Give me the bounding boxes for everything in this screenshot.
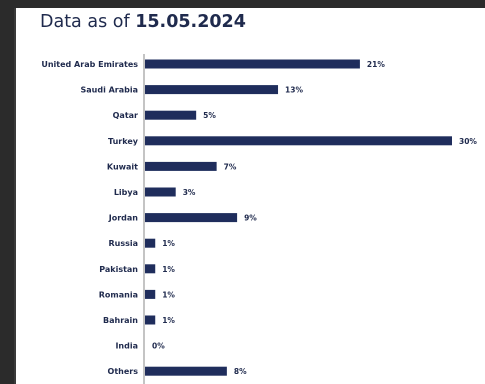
data-label: 8%: [234, 367, 247, 376]
category-label: Others: [108, 367, 139, 376]
category-label: Turkey: [108, 137, 139, 146]
data-label: 1%: [162, 290, 175, 299]
data-label: 1%: [162, 265, 175, 274]
bar: [145, 289, 156, 299]
heading-date: 15.05.2024: [135, 12, 246, 32]
data-label: 9%: [244, 214, 257, 223]
data-label: 5%: [203, 111, 216, 120]
category-label: United Arab Emirates: [41, 60, 138, 69]
data-label: 21%: [367, 60, 385, 69]
chart-marks: United Arab Emirates 21% Saudi Arabia 13% Qa…: [41, 59, 477, 376]
category-label: Kuwait: [107, 162, 138, 171]
bar: [145, 315, 156, 325]
category-label: Russia: [108, 239, 138, 248]
data-label: 0%: [152, 342, 165, 351]
category-label: Libya: [114, 188, 138, 197]
chart-panel: [14, 8, 485, 384]
bar: [145, 187, 176, 197]
category-label: Jordan: [108, 214, 139, 223]
data-label: 1%: [162, 239, 175, 248]
bar: [145, 238, 156, 248]
bar: [145, 136, 452, 146]
panel-edge: [14, 8, 16, 384]
bar: [145, 264, 156, 274]
data-label: 3%: [183, 188, 196, 197]
data-label: 1%: [162, 316, 175, 325]
data-date-heading: Data as of 15.05.2024: [40, 12, 246, 32]
bar: [145, 110, 197, 120]
bar: [145, 161, 217, 171]
category-label: Qatar: [113, 111, 138, 120]
category-label: Pakistan: [99, 265, 138, 274]
category-label: Bahrain: [103, 316, 138, 325]
data-label: 30%: [459, 137, 477, 146]
heading-prefix: Data as of: [40, 12, 130, 32]
category-label: Saudi Arabia: [80, 86, 138, 95]
category-label: Romania: [99, 290, 138, 299]
category-label: India: [115, 342, 138, 351]
bar: [145, 59, 360, 69]
data-label: 13%: [285, 86, 303, 95]
bar: [145, 213, 238, 223]
bar: [145, 366, 227, 376]
bar: [145, 85, 279, 95]
data-label: 7%: [224, 162, 237, 171]
